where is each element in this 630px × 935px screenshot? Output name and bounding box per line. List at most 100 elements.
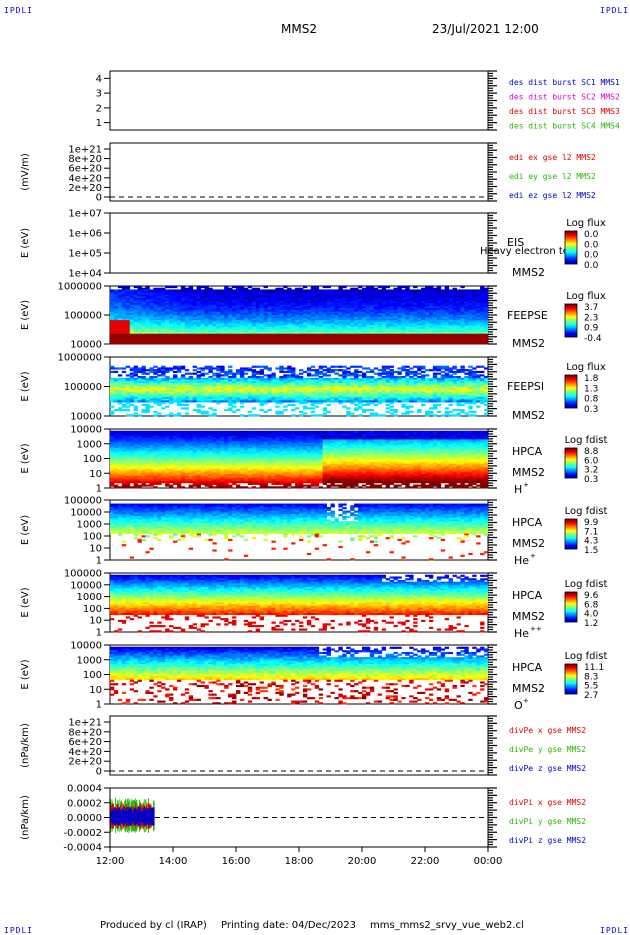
- p11-ytick-label: 0.0004: [67, 784, 102, 795]
- p9-cbar-tick: 2.7: [584, 691, 598, 701]
- legend-p11-2: divPi z gse MMS2: [509, 836, 586, 845]
- p7-spectrogram: [110, 504, 488, 561]
- p7-ytick-label: 1000: [77, 520, 102, 531]
- p4-colorbar: [565, 304, 577, 337]
- footer-produced-by: Produced by cl (IRAP): [100, 920, 207, 931]
- p8-charge: ++: [530, 625, 542, 633]
- p6-ylabel: E (eV): [20, 443, 31, 473]
- p8-ylabel: E (eV): [20, 587, 31, 617]
- p3-cbar-title: Log flux: [566, 218, 606, 229]
- p3-spacecraft: MMS2: [512, 266, 545, 279]
- x-tick-label: 18:00: [285, 856, 314, 867]
- p3-frame: [110, 213, 488, 273]
- p3-colorbar: [565, 231, 577, 264]
- p5-ytick-label: 10000: [70, 412, 102, 423]
- p11-ytick-label: 0.0002: [67, 798, 102, 809]
- x-tick-label: 16:00: [222, 856, 251, 867]
- legend-p10-1: divPe y gse MMS2: [509, 745, 586, 754]
- p7-species: He: [514, 554, 529, 567]
- p7-ylabel: E (eV): [20, 515, 31, 545]
- x-tick-label: 00:00: [474, 856, 503, 867]
- p3-ytick-label: 1e+06: [68, 229, 102, 240]
- p9-cbar-title: Log fdist: [565, 651, 608, 662]
- p1-ytick-label: 2: [96, 103, 102, 114]
- p9-ytick-label: 1000: [77, 655, 102, 666]
- p9-ytick-label: 10000: [70, 641, 102, 652]
- p5-ytick-label: 100000: [64, 382, 102, 393]
- p5-ylabel: E (eV): [20, 371, 31, 401]
- p4-spectrogram: [110, 286, 488, 344]
- p4-ytick-label: 1000000: [57, 282, 102, 293]
- footer-printing-date: Printing date: 04/Dec/2023: [221, 920, 356, 931]
- p8-ytick-label: 1000: [77, 592, 102, 603]
- p6-colorbar: [565, 448, 577, 478]
- p4-cbar-tick: 3.7: [584, 303, 598, 313]
- p8-species: He: [514, 627, 529, 640]
- legend-p11-1: divPi y gse MMS2: [509, 817, 586, 826]
- p3-cbar-tick: 0.0: [584, 251, 599, 261]
- p7-instrument: HPCA: [512, 516, 543, 529]
- p6-cbar-title: Log fdist: [565, 435, 608, 446]
- p5-cbar-title: Log flux: [566, 362, 606, 373]
- footer-script-name: mms_mms2_srvy_vue_web2.cl: [370, 920, 524, 931]
- p9-charge: +: [523, 697, 529, 705]
- p5-cbar-tick: 0.8: [584, 395, 599, 405]
- p7-ytick-label: 100000: [64, 496, 102, 507]
- p9-colorbar: [565, 664, 577, 694]
- p2-ylabel: (mV/m): [20, 153, 31, 191]
- p4-spacecraft: MMS2: [512, 337, 545, 350]
- p8-cbar-tick: 1.2: [584, 619, 598, 629]
- p4-cbar-tick: 0.9: [584, 324, 599, 334]
- p6-ytick-label: 1: [96, 484, 102, 495]
- p5-spacecraft: MMS2: [512, 409, 545, 422]
- p11-ytick-label: -0.0002: [63, 828, 102, 839]
- p10-frame: [110, 716, 488, 775]
- legend-p1-2: des dist burst SC3 MMS3: [509, 107, 620, 116]
- p5-cbar-tick: 1.3: [584, 384, 598, 394]
- p3-ylabel: E (eV): [20, 228, 31, 258]
- p8-ytick-label: 100000: [64, 569, 102, 580]
- p3-cbar-tick: 0.0: [584, 240, 599, 250]
- p9-ytick-label: 1: [96, 700, 102, 711]
- p2-frame: [110, 143, 488, 201]
- legend-p10-0: divPe x gse MMS2: [509, 726, 586, 735]
- p6-cbar-tick: 0.3: [584, 475, 598, 485]
- p5-cbar-tick: 0.3: [584, 405, 598, 415]
- p8-instrument: HPCA: [512, 589, 543, 602]
- p7-ytick-label: 100: [83, 532, 102, 543]
- p9-spacecraft: MMS2: [512, 682, 545, 695]
- p6-ytick-label: 10: [89, 469, 102, 480]
- p9-ytick-label: 10: [89, 685, 102, 696]
- p7-ytick-label: 1: [96, 556, 102, 567]
- legend-p2-1: edi ey gse l2 MMS2: [509, 172, 596, 181]
- p5-colorbar: [565, 375, 577, 408]
- p3-ytick-label: 1e+04: [68, 269, 102, 280]
- legend-p1-0: des dist burst SC1 MMS1: [509, 78, 620, 87]
- p6-instrument: HPCA: [512, 445, 543, 458]
- p9-ylabel: E (eV): [20, 659, 31, 689]
- legend-p11-0: divPi x gse MMS2: [509, 798, 586, 807]
- p8-ytick-label: 10000: [70, 580, 102, 591]
- p5-ytick-label: 1000000: [57, 353, 102, 364]
- p9-spectrogram: [110, 647, 488, 705]
- p6-ytick-label: 10000: [70, 425, 102, 436]
- panel-p11: 0.00040.00020.0000-0.0002-0.0004(nPa/km)…: [20, 784, 586, 854]
- p9-instrument: HPCA: [512, 661, 543, 674]
- p4-cbar-title: Log flux: [566, 291, 606, 302]
- legend-p10-2: divPe z gse MMS2: [509, 764, 586, 773]
- p5-spectrogram: [110, 366, 488, 417]
- p4-cbar-tick: 2.3: [584, 313, 598, 323]
- p3-ytick-label: 1e+07: [68, 209, 102, 220]
- p6-ytick-label: 1000: [77, 439, 102, 450]
- p1-ytick-label: 3: [96, 89, 102, 100]
- x-tick-label: 22:00: [411, 856, 440, 867]
- p10-ytick-label: 0: [96, 767, 102, 778]
- p5-cbar-tick: 1.8: [584, 374, 599, 384]
- p4-ylabel: E (eV): [20, 300, 31, 330]
- p9-ytick-label: 100: [83, 670, 102, 681]
- p8-spacecraft: MMS2: [512, 610, 545, 623]
